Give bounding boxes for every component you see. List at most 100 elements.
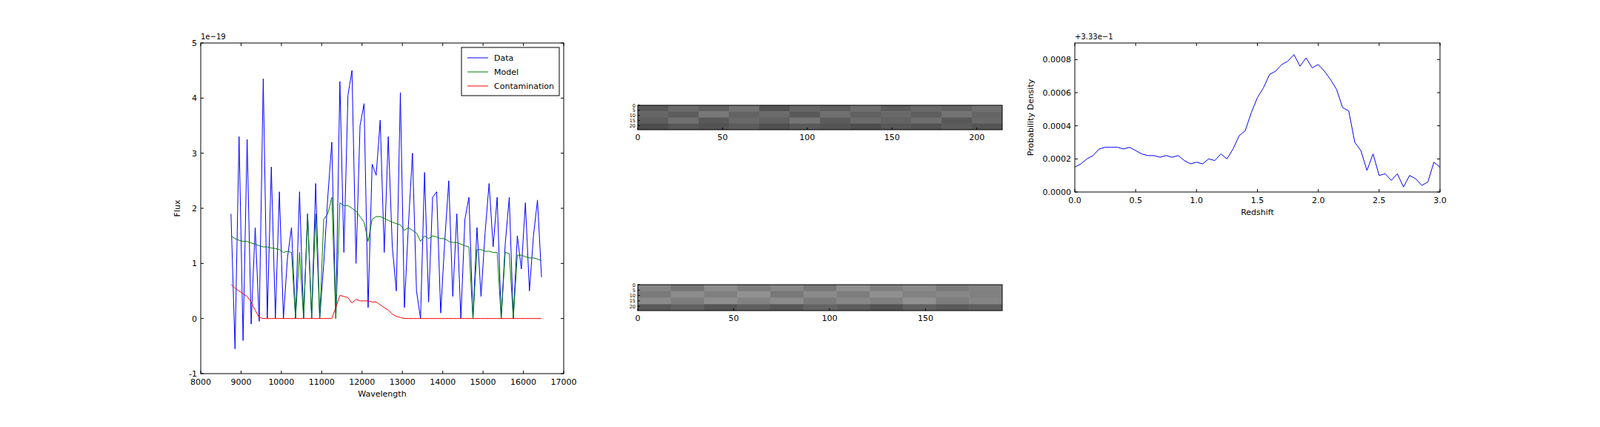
x-tick-label: 100 bbox=[821, 313, 838, 323]
x-tick-label: 0 bbox=[635, 132, 641, 143]
x-tick-top bbox=[402, 42, 403, 46]
x-tick-top bbox=[1378, 42, 1380, 46]
x-tick-label: 150 bbox=[884, 132, 900, 143]
cell bbox=[880, 105, 912, 112]
cell bbox=[698, 117, 730, 125]
cell bbox=[836, 284, 870, 292]
cell bbox=[911, 123, 943, 130]
x-tick bbox=[828, 308, 830, 311]
x-tick bbox=[361, 370, 363, 374]
cell bbox=[820, 117, 852, 125]
cell bbox=[836, 291, 870, 298]
plot-background bbox=[200, 42, 564, 374]
x-tick-label: 11000 bbox=[308, 377, 335, 387]
x-tick-top bbox=[361, 42, 363, 46]
x-tick-label: 10000 bbox=[268, 377, 295, 387]
legend-swatch bbox=[467, 85, 489, 87]
cell bbox=[850, 123, 882, 130]
cell bbox=[789, 117, 821, 125]
y-tick-label: 0 bbox=[191, 314, 198, 324]
y-axis-label: Probability Density bbox=[1025, 78, 1036, 156]
cell bbox=[902, 297, 937, 305]
cell bbox=[971, 123, 1003, 130]
cell bbox=[850, 105, 882, 112]
x-tick bbox=[402, 370, 403, 374]
cell bbox=[968, 284, 1003, 292]
x-tick bbox=[1317, 188, 1319, 192]
cell bbox=[637, 303, 672, 311]
cell bbox=[971, 117, 1003, 125]
heatmap: 05010015005101520 bbox=[629, 282, 1003, 324]
series-line bbox=[231, 70, 542, 349]
x-tick-label: 150 bbox=[917, 313, 934, 323]
y-tick-label: 0.0006 bbox=[1042, 88, 1072, 98]
cell bbox=[759, 111, 791, 118]
y-tick bbox=[637, 300, 640, 301]
plot-frame bbox=[637, 284, 1003, 311]
x-tick bbox=[1135, 188, 1137, 192]
x-tick-label: 12000 bbox=[348, 377, 375, 387]
y-tick bbox=[200, 152, 204, 154]
series-group bbox=[231, 70, 542, 349]
legend-box bbox=[461, 47, 560, 96]
cell bbox=[770, 303, 804, 311]
y-tick-label: 4 bbox=[191, 93, 198, 103]
y-tick-right bbox=[1437, 92, 1440, 94]
y-axis-label: Flux bbox=[172, 199, 183, 217]
x-tick bbox=[1196, 188, 1198, 192]
cell bbox=[637, 297, 672, 305]
cell bbox=[971, 105, 1003, 112]
cell bbox=[637, 111, 669, 118]
x-tick-top bbox=[321, 42, 323, 46]
x-axis-label: Redshift bbox=[1240, 207, 1275, 218]
x-tick bbox=[442, 370, 443, 374]
cell bbox=[668, 111, 700, 118]
x-tick bbox=[637, 308, 639, 311]
y-tick bbox=[637, 125, 640, 126]
cell bbox=[880, 111, 912, 118]
cell bbox=[737, 291, 771, 298]
y-tick-right bbox=[560, 42, 564, 44]
cell bbox=[911, 105, 943, 112]
y-tick-label: 1 bbox=[191, 258, 198, 269]
y-tick-label: 2 bbox=[191, 203, 198, 214]
y-tick bbox=[1074, 125, 1078, 126]
cell bbox=[637, 284, 672, 292]
x-tick-label: 9000 bbox=[230, 377, 252, 387]
y-tick-right bbox=[1437, 59, 1440, 60]
cell bbox=[637, 123, 669, 130]
x-tick-label: 2.0 bbox=[1311, 195, 1326, 206]
x-tick-label: 3.0 bbox=[1433, 195, 1447, 206]
x-tick-top bbox=[200, 42, 202, 46]
x-tick-top bbox=[442, 42, 443, 46]
y-tick bbox=[637, 294, 640, 296]
x-tick-top bbox=[482, 42, 484, 46]
y-tick-label: -1 bbox=[188, 368, 198, 379]
figure: 8000900010000110001200013000140001500016… bbox=[0, 0, 1600, 427]
x-tick-label: 16000 bbox=[510, 377, 537, 387]
y-tick bbox=[200, 373, 204, 375]
cell bbox=[820, 111, 852, 118]
x-tick bbox=[1378, 188, 1380, 192]
x-tick bbox=[482, 370, 484, 374]
plot-frame bbox=[1074, 42, 1440, 192]
y-tick bbox=[200, 262, 204, 264]
x-tick-label: 17000 bbox=[551, 377, 578, 387]
y-tick bbox=[200, 42, 204, 44]
x-tick bbox=[925, 308, 926, 311]
cell bbox=[671, 303, 705, 311]
cell bbox=[668, 117, 700, 125]
y-tick-right bbox=[1437, 125, 1440, 126]
cell bbox=[737, 297, 771, 305]
cell bbox=[803, 284, 838, 292]
legend-label: Contamination bbox=[494, 81, 555, 92]
cell bbox=[902, 291, 937, 298]
y-tick bbox=[637, 305, 640, 307]
series-line bbox=[1074, 54, 1440, 188]
x-tick-label: 100 bbox=[799, 132, 815, 143]
y-tick-label: 0.0008 bbox=[1042, 54, 1072, 65]
y-tick bbox=[1074, 191, 1078, 193]
cells-group bbox=[637, 284, 1003, 311]
cell bbox=[803, 303, 838, 311]
y-tick-right bbox=[1437, 191, 1440, 193]
